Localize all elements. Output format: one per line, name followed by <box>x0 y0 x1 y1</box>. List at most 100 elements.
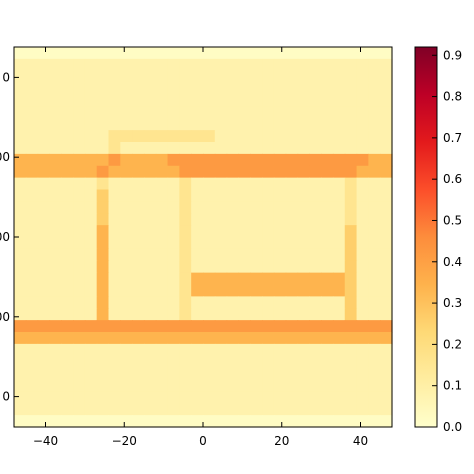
heatmap-cell <box>143 130 157 143</box>
heatmap-cell <box>250 391 263 404</box>
heatmap-cell <box>143 58 157 72</box>
heatmap-cell <box>14 213 27 226</box>
heatmap-cell <box>321 118 334 131</box>
heatmap-cell <box>321 355 334 369</box>
heatmap-cell <box>250 320 263 333</box>
heatmap-cell <box>380 70 393 84</box>
heatmap-cell <box>250 284 263 297</box>
y-tick-label: 00 <box>0 310 10 324</box>
heatmap-cell <box>380 320 393 333</box>
heatmap-cell <box>203 379 216 392</box>
heatmap-cell <box>120 225 133 238</box>
heatmap-cell <box>49 403 62 416</box>
heatmap-cell <box>368 165 381 179</box>
heatmap-cell <box>191 379 204 392</box>
heatmap-cell <box>25 308 39 321</box>
heatmap-cell <box>214 379 228 392</box>
heatmap-cell <box>84 260 98 274</box>
heatmap-cell <box>120 82 133 96</box>
heatmap-cell <box>297 332 310 345</box>
heatmap-cell <box>191 284 204 297</box>
heatmap-cell <box>273 225 287 238</box>
heatmap-cell <box>179 118 192 131</box>
heatmap-cell <box>262 248 275 262</box>
heatmap-cell <box>191 94 204 107</box>
heatmap-cell <box>61 415 74 428</box>
heatmap-cell <box>356 237 369 250</box>
heatmap-cell <box>238 153 251 167</box>
heatmap-cell <box>380 153 393 167</box>
heatmap-cell <box>61 58 74 72</box>
heatmap-cell <box>25 260 39 274</box>
heatmap-cell <box>61 237 74 250</box>
heatmap-cell <box>332 343 346 357</box>
heatmap-cell <box>25 213 39 226</box>
heatmap-cell <box>297 391 310 404</box>
heatmap-cell <box>309 332 322 345</box>
heatmap-cell <box>321 70 334 84</box>
heatmap-cell <box>179 94 192 107</box>
heatmap-cell <box>321 58 334 72</box>
heatmap-cell <box>37 248 51 262</box>
heatmap-cell <box>143 177 157 191</box>
heatmap-cell <box>380 272 393 286</box>
heatmap-cell <box>332 367 346 381</box>
heatmap-cell <box>25 177 39 191</box>
heatmap-cell <box>356 142 369 155</box>
heatmap-cell <box>250 189 263 202</box>
heatmap-cell <box>73 332 86 345</box>
heatmap-cell <box>61 296 74 309</box>
heatmap-cell <box>25 379 39 392</box>
heatmap-cell <box>167 58 180 72</box>
heatmap-cell <box>285 415 299 428</box>
heatmap-cell <box>380 355 393 369</box>
heatmap-cell <box>297 165 310 179</box>
heatmap-cell <box>285 213 299 226</box>
heatmap-cell <box>238 213 251 226</box>
heatmap-cell <box>14 260 27 274</box>
heatmap-cell <box>155 142 169 155</box>
heatmap-cell <box>250 343 263 357</box>
heatmap-cell <box>262 165 275 179</box>
heatmap-cell <box>155 248 169 262</box>
heatmap-cell <box>191 58 204 72</box>
heatmap-cell <box>143 272 157 286</box>
heatmap-cell <box>155 225 169 238</box>
heatmap-cell <box>250 355 263 369</box>
heatmap-cell <box>273 379 287 392</box>
colorbar-tick-label: 0.6 <box>443 172 462 186</box>
heatmap-cell <box>214 94 228 107</box>
heatmap-cell <box>262 343 275 357</box>
heatmap-cell <box>238 142 251 155</box>
heatmap-cell <box>167 47 180 60</box>
heatmap-cell <box>309 70 322 84</box>
heatmap-cell <box>226 130 240 143</box>
heatmap-cell <box>273 272 287 286</box>
heatmap-cell <box>14 142 27 155</box>
heatmap-cell <box>167 130 180 143</box>
heatmap-cell <box>203 213 216 226</box>
heatmap-cell <box>380 415 393 428</box>
heatmap-cell <box>344 213 358 226</box>
heatmap-cell <box>84 343 98 357</box>
heatmap-cell <box>214 284 228 297</box>
heatmap-cell <box>37 379 51 392</box>
heatmap-cell <box>285 237 299 250</box>
heatmap-cell <box>108 177 121 191</box>
heatmap-cell <box>120 165 133 179</box>
heatmap-cell <box>344 130 358 143</box>
heatmap-cell <box>61 130 74 143</box>
heatmap-cell <box>297 415 310 428</box>
heatmap-cell <box>14 320 27 333</box>
heatmap-cell <box>285 70 299 84</box>
heatmap-cell <box>37 70 51 84</box>
heatmap-cell <box>368 58 381 72</box>
heatmap-cell <box>108 320 121 333</box>
heatmap-cell <box>14 284 27 297</box>
heatmap-cell <box>14 248 27 262</box>
heatmap-cell <box>203 343 216 357</box>
heatmap-cell <box>380 201 393 214</box>
heatmap-cell <box>368 153 381 167</box>
heatmap-cell <box>96 58 110 72</box>
heatmap-cell <box>332 415 346 428</box>
